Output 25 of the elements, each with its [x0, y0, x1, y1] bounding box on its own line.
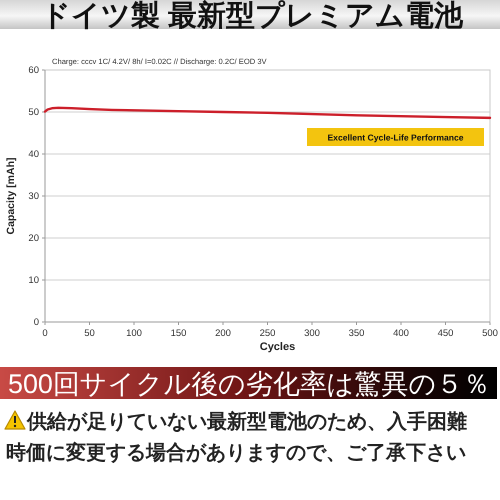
x-tick-label: 400	[393, 328, 409, 339]
x-tick-label: 100	[126, 328, 142, 339]
x-tick-label: 250	[260, 328, 276, 339]
line-series	[44, 106, 492, 120]
y-tick-label: 30	[28, 191, 39, 202]
x-axis-title: Cycles	[260, 341, 296, 353]
text: 時価に変更する場合がありますので、ご了承下さい	[6, 441, 466, 464]
y-tick-label: 20	[28, 233, 39, 244]
y-tick-label: 60	[28, 65, 39, 76]
y-tick-label: 10	[28, 275, 39, 286]
y-axis-title: Capacity [mAh]	[5, 157, 17, 235]
text: 供給が足りていない最新型電池のため、入手困難	[26, 410, 467, 433]
x-tick-label: 300	[304, 328, 320, 339]
x-tick-label: 200	[215, 328, 231, 339]
x-tick-label: 450	[438, 328, 454, 339]
chart-title: ドイツ製 最新型プレミアム電池	[40, 0, 464, 32]
y-tick-label: 50	[28, 107, 39, 118]
x-tick-label: 0	[42, 328, 48, 339]
x-tick-label: 500	[482, 328, 498, 339]
y-tick-label: 0	[34, 317, 39, 328]
y-tick-label: 40	[28, 149, 39, 160]
x-tick-label: 350	[348, 328, 364, 339]
x-tick-label: 150	[170, 328, 186, 339]
x-tick-label: 50	[84, 328, 95, 339]
annotation: Excellent Cycle-Life Performance	[327, 132, 464, 142]
